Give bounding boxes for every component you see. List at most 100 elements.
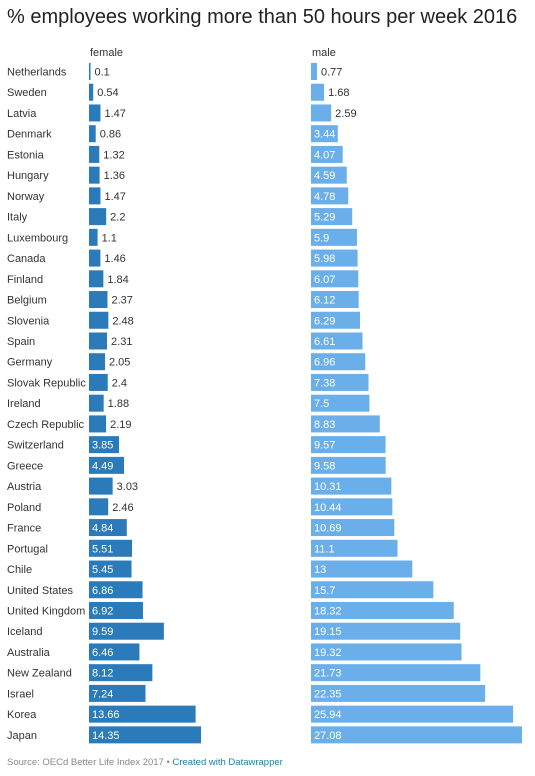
female-bar [89, 394, 104, 412]
country-label: Greece [7, 460, 43, 472]
female-value-label: 1.47 [104, 108, 125, 120]
male-bar [311, 311, 361, 329]
female-bar [89, 664, 153, 682]
source-text: Source: OECd Better Life Index 2017 [7, 757, 164, 768]
male-bar [311, 705, 514, 723]
female-column-header: female [90, 47, 124, 59]
female-bar [89, 353, 105, 371]
female-bar [89, 643, 140, 661]
female-value-label: 6.86 [92, 585, 113, 597]
female-bar [89, 498, 109, 516]
female-value-label: 1.1 [102, 232, 117, 244]
country-label: Chile [7, 564, 32, 576]
male-bar [311, 539, 398, 557]
female-bar [89, 208, 107, 226]
female-value-label: 1.32 [103, 149, 124, 161]
female-bar [89, 166, 100, 184]
male-bar [311, 373, 369, 391]
male-bar [311, 519, 395, 537]
male-value-label: 15.7 [314, 585, 335, 597]
male-bar [311, 436, 386, 454]
country-label: Iceland [7, 626, 42, 638]
country-label: Austria [7, 481, 42, 493]
male-bar [311, 477, 392, 495]
country-label: Israel [7, 688, 34, 700]
country-label: Belgium [7, 295, 47, 307]
female-value-label: 2.2 [110, 212, 125, 224]
female-value-label: 5.45 [92, 564, 113, 576]
country-label: Korea [7, 709, 37, 721]
female-bar [89, 270, 104, 288]
female-value-label: 1.88 [108, 398, 129, 410]
female-value-label: 2.31 [111, 336, 132, 348]
male-value-label: 6.96 [314, 357, 335, 369]
country-label: Switzerland [7, 440, 64, 452]
female-value-label: 0.1 [95, 67, 110, 79]
country-label: Portugal [7, 543, 48, 555]
male-value-label: 7.38 [314, 377, 335, 389]
country-label: Sweden [7, 87, 47, 99]
male-value-label: 5.9 [314, 232, 329, 244]
female-value-label: 2.19 [110, 419, 131, 431]
female-value-label: 8.12 [92, 668, 113, 680]
male-value-label: 18.32 [314, 605, 342, 617]
country-label: Australia [7, 647, 51, 659]
country-label: Netherlands [7, 67, 67, 79]
country-label: Hungary [7, 170, 49, 182]
male-bar [311, 726, 522, 744]
country-label: Finland [7, 274, 43, 286]
male-bar [311, 228, 357, 246]
country-label: United Kingdom [7, 605, 85, 617]
male-value-label: 22.35 [314, 688, 342, 700]
datawrapper-credit-link[interactable]: Created with Datawrapper [172, 757, 283, 768]
male-bar [311, 498, 393, 516]
female-value-label: 5.51 [92, 543, 113, 555]
male-value-label: 8.83 [314, 419, 335, 431]
country-label: Ireland [7, 398, 41, 410]
country-label: Estonia [7, 149, 45, 161]
female-value-label: 2.37 [111, 295, 132, 307]
female-bar [89, 187, 101, 205]
female-bar [89, 291, 108, 309]
female-bar [89, 684, 146, 702]
male-bar [311, 353, 366, 371]
separator-dot: • [166, 757, 170, 768]
female-value-label: 1.46 [104, 253, 125, 265]
male-bar [311, 560, 413, 578]
male-bar [311, 415, 380, 433]
country-label: Denmark [7, 129, 52, 141]
country-label: Poland [7, 502, 41, 514]
female-value-label: 6.92 [92, 605, 113, 617]
male-value-label: 4.07 [314, 149, 335, 161]
male-bar [311, 601, 454, 619]
country-label: Japan [7, 730, 37, 742]
female-bar [89, 145, 100, 163]
country-label: United States [7, 585, 74, 597]
country-label: New Zealand [7, 668, 72, 680]
male-bar [311, 456, 386, 474]
male-bar [311, 291, 359, 309]
male-value-label: 19.15 [314, 626, 342, 638]
female-value-label: 7.24 [92, 688, 113, 700]
female-bar [89, 332, 108, 350]
male-bar [311, 643, 462, 661]
female-value-label: 2.48 [112, 315, 133, 327]
female-value-label: 1.36 [104, 170, 125, 182]
male-value-label: 9.57 [314, 440, 335, 452]
female-value-label: 1.84 [107, 274, 128, 286]
male-bar [311, 332, 363, 350]
male-bar [311, 249, 358, 267]
country-label: Spain [7, 336, 35, 348]
male-value-label: 6.61 [314, 336, 335, 348]
country-label: Slovenia [7, 315, 50, 327]
female-bar [89, 705, 196, 723]
male-bar [311, 581, 434, 599]
male-bar [311, 187, 349, 205]
male-value-label: 3.44 [314, 129, 335, 141]
male-bar [311, 208, 353, 226]
female-value-label: 0.54 [97, 87, 118, 99]
female-bar [89, 249, 101, 267]
female-value-label: 6.46 [92, 647, 113, 659]
country-label: Latvia [7, 108, 37, 120]
female-bar [89, 726, 201, 744]
